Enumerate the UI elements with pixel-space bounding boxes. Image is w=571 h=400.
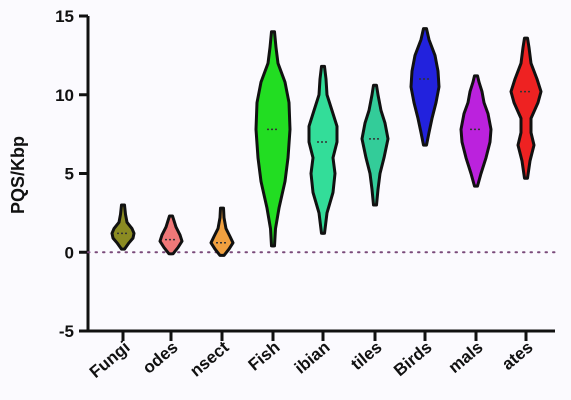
x-tick-label: odes [139, 338, 182, 378]
violin-insect [209, 206, 235, 257]
x-tick-label: Fungi [86, 338, 134, 382]
x-tick-label: tiles [347, 338, 385, 374]
violin-nematodes [158, 214, 184, 256]
violin-fish [254, 30, 292, 248]
x-tick-label: Birds [390, 338, 436, 380]
violin-amphibian [307, 64, 339, 235]
violin-fungi [110, 203, 136, 251]
y-tick-label: 10 [55, 86, 74, 105]
y-tick-label: 0 [65, 243, 74, 262]
violin-birds [409, 27, 441, 147]
y-tick-label: -5 [59, 322, 74, 341]
x-axis: Fungi odes nsect Fish ibian tiles Birds mals ate… [86, 329, 555, 382]
violin-primates [509, 36, 543, 180]
y-tick-label: 15 [55, 7, 74, 26]
violin-mammals [459, 74, 493, 188]
x-tick-label: Fish [245, 338, 284, 375]
x-tick-label: ibian [291, 338, 334, 378]
y-tick-label: 5 [65, 165, 74, 184]
violins [110, 27, 543, 257]
y-axis: -5 0 5 10 15 [55, 7, 556, 341]
y-axis-label: PQS/Kbp [8, 136, 28, 214]
x-tick-label: ates [498, 338, 536, 374]
x-tick-label: mals [445, 338, 487, 377]
x-tick-label: nsect [186, 337, 232, 380]
violin-reptiles [360, 83, 390, 207]
